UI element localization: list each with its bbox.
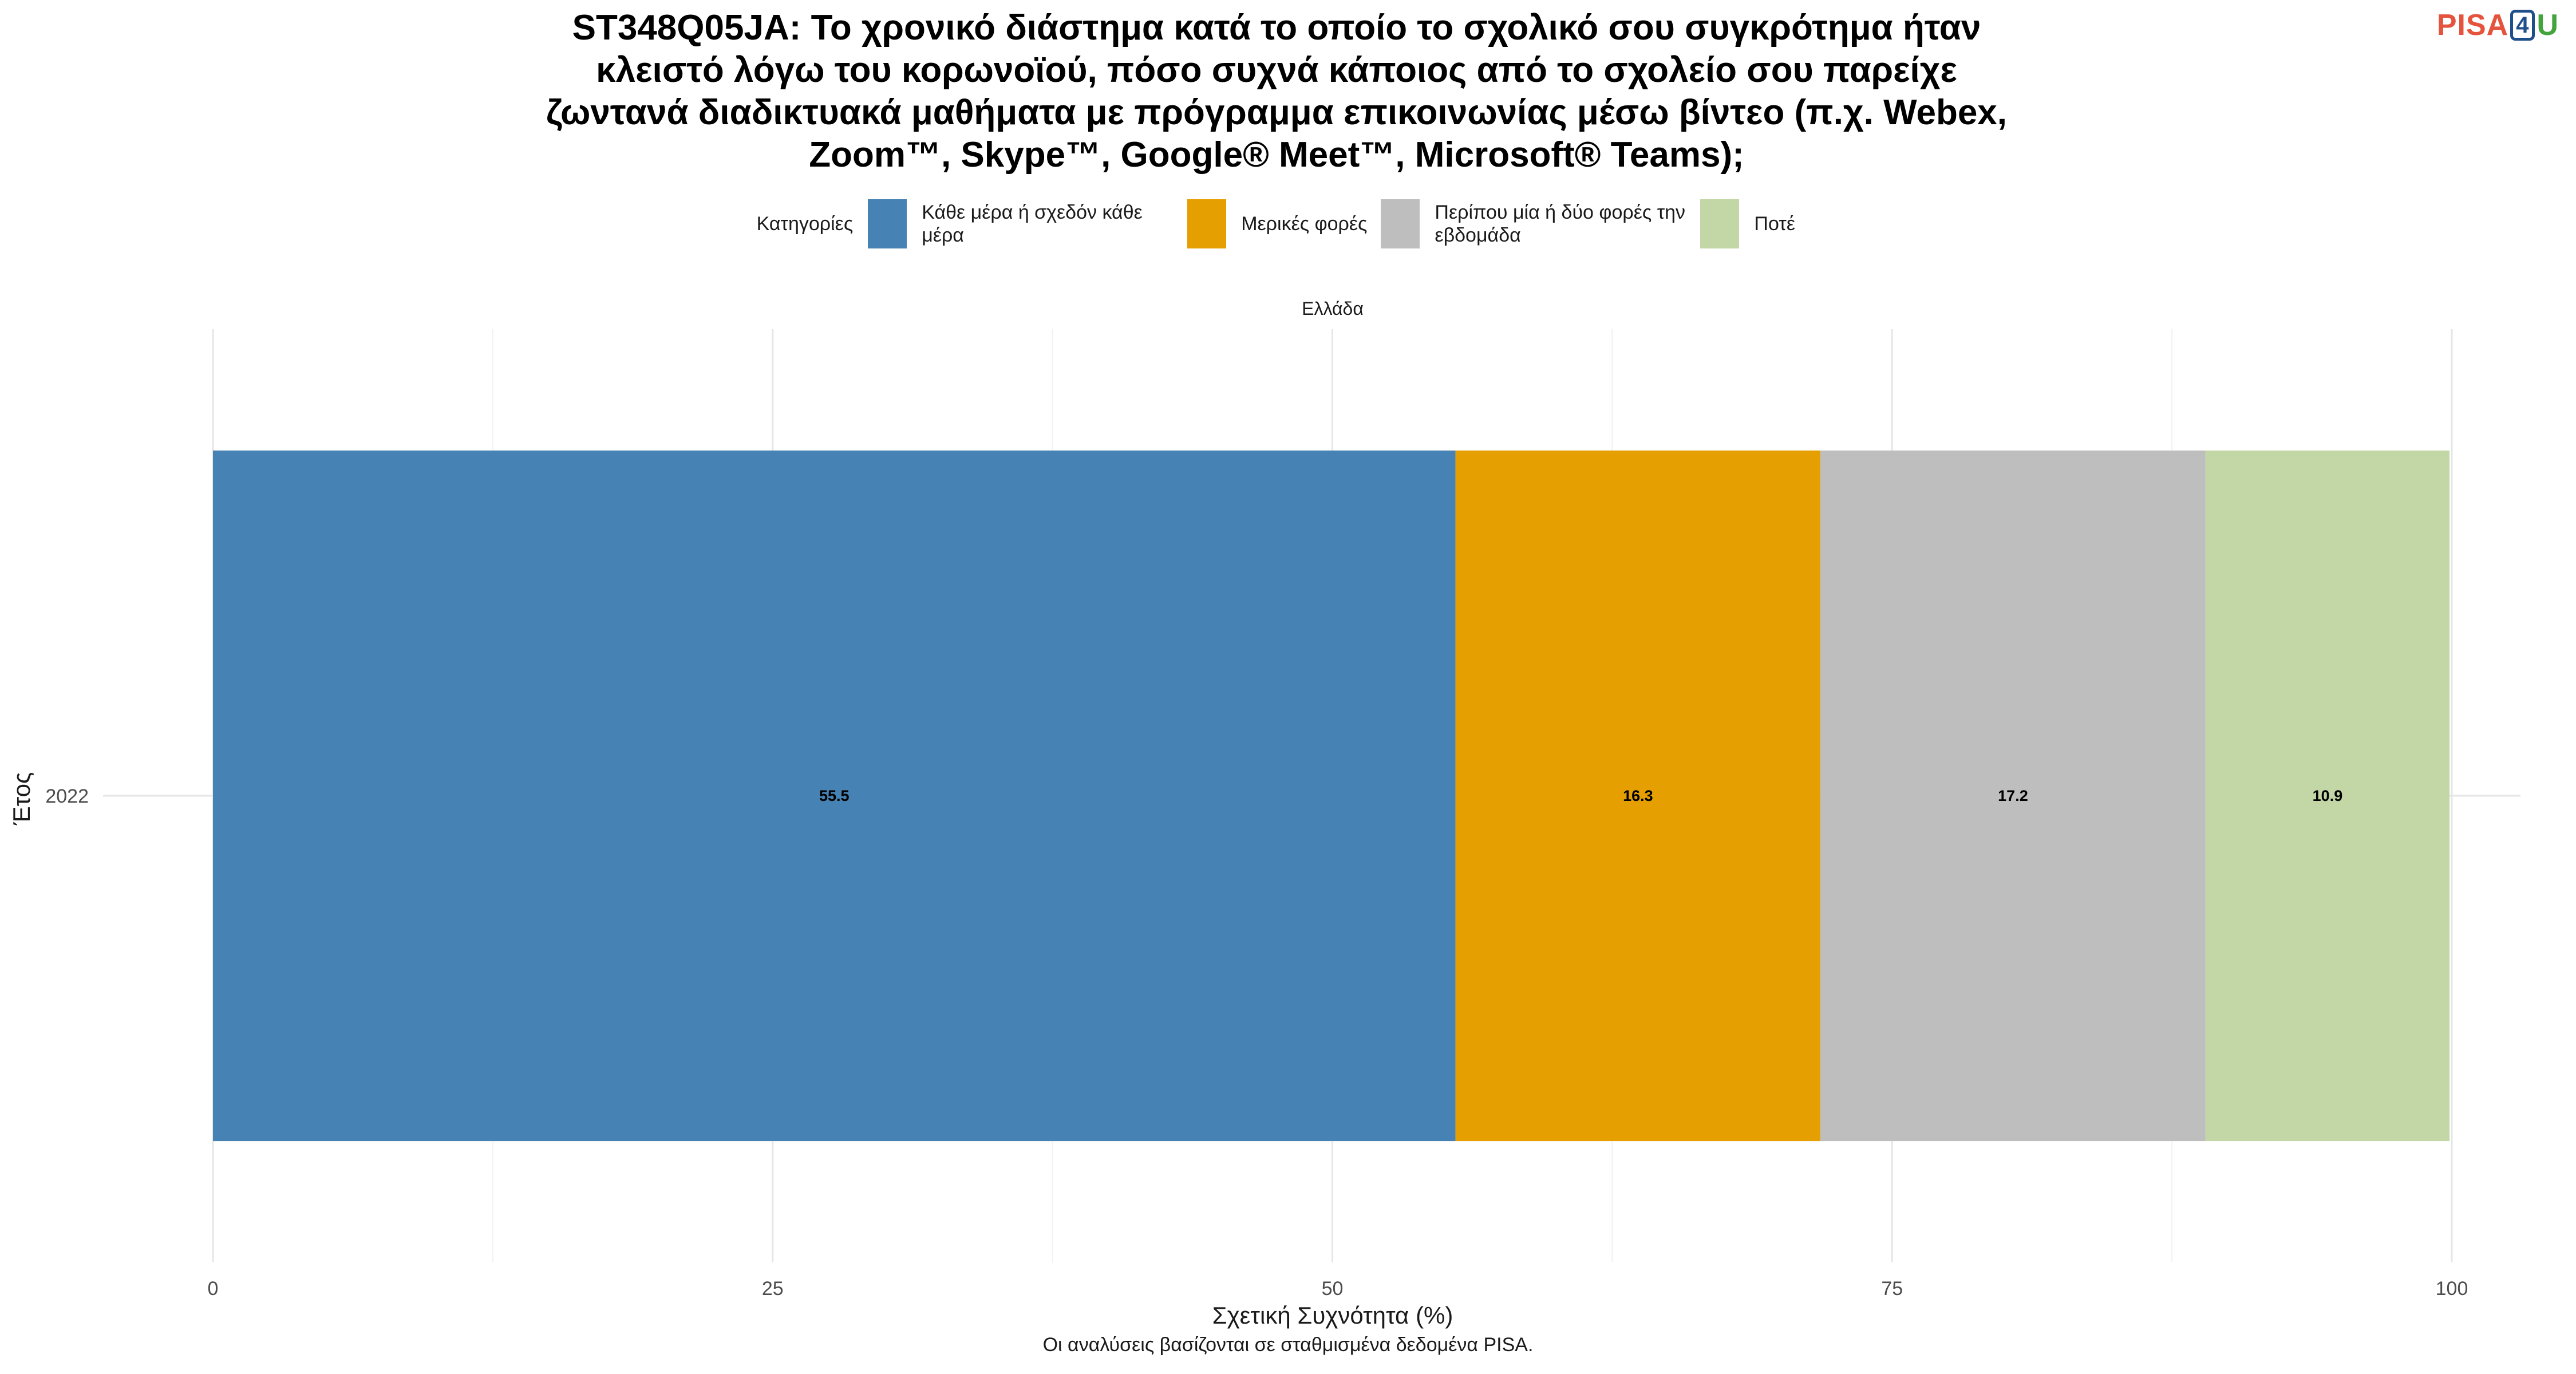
y-axis-label: Έτος <box>8 772 35 826</box>
x-tick-label: 25 <box>762 1278 784 1300</box>
legend-item-weekly: Περίπου μία ή δύο φορές την εβδομάδα <box>1381 199 1686 248</box>
footer-note: Οι αναλύσεις βασίζονται σε σταθμισμένα δ… <box>1042 1334 1534 1356</box>
chart-title: ST348Q05JA: Το χρονικό διάστημα κατά το … <box>458 7 2095 176</box>
bar-segment <box>213 450 1456 1142</box>
bar-value-label: 16.3 <box>1623 787 1653 804</box>
facet-label: Ελλάδα <box>1302 298 1364 319</box>
bar-segment <box>2205 450 2450 1142</box>
bar-value-label: 10.9 <box>2313 787 2343 804</box>
legend-swatch <box>1381 199 1420 248</box>
logo-text-4: 4 <box>2510 10 2535 41</box>
title-line: ζωντανά διαδικτυακά μαθήματα με πρόγραμμ… <box>546 93 2008 132</box>
legend-swatch <box>1700 199 1740 248</box>
bar-value-label: 17.2 <box>1998 787 2028 804</box>
legend-item-sometimes: Μερικές φορές <box>1187 199 1367 248</box>
x-tick-label: 0 <box>208 1278 219 1300</box>
legend-label: Κάθε μέρα ή σχεδόν κάθε μέρα <box>922 202 1143 246</box>
legend-label: Μερικές φορές <box>1241 213 1368 235</box>
legend-item-daily: Κάθε μέρα ή σχεδόν κάθε μέρα <box>868 199 1174 248</box>
bar-value-label: 55.5 <box>819 787 850 804</box>
bars: 55.5 16.3 17.2 10.9 <box>213 450 2450 1142</box>
y-tick-label: 2022 <box>45 785 89 807</box>
y-axis-ticks: 2022 <box>45 785 89 807</box>
x-tick-label: 75 <box>1881 1278 1903 1300</box>
legend-item-never: Ποτέ <box>1700 199 1805 248</box>
x-tick-label: 50 <box>1322 1278 1344 1300</box>
x-axis-ticks: 0 25 50 75 100 <box>208 1278 2468 1300</box>
legend-title: Κατηγορίες <box>756 212 854 235</box>
logo-text-u: U <box>2537 9 2559 42</box>
logo-text-pisa: PISA <box>2436 9 2509 42</box>
legend-label: Περίπου μία ή δύο φορές την εβδομάδα <box>1435 202 1686 246</box>
title-line: κλειστό λόγω του κορωνοϊού, πόσο συχνά κ… <box>596 50 1957 90</box>
bar-segment <box>1455 450 1821 1142</box>
x-axis-label: Σχετική Συχνότητα (%) <box>1212 1302 1453 1329</box>
x-tick-label: 100 <box>2436 1278 2468 1300</box>
pisa4u-logo: PISA 4 U <box>2437 8 2559 42</box>
title-line: Zoom™, Skype™, Google® Meet™, Microsoft®… <box>809 135 1744 175</box>
legend: Κατηγορίες Κάθε μέρα ή σχεδόν κάθε μέρα … <box>0 199 2576 248</box>
bar-segment <box>1820 450 2206 1142</box>
legend-swatch <box>868 199 907 248</box>
legend-label: Ποτέ <box>1754 213 1795 235</box>
legend-swatch <box>1187 199 1227 248</box>
title-line: ST348Q05JA: Το χρονικό διάστημα κατά το … <box>572 8 1981 48</box>
